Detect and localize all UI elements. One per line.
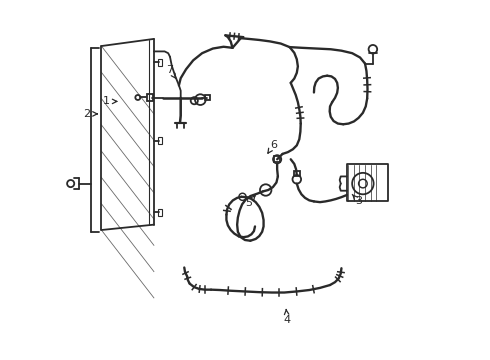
Text: 5: 5	[245, 196, 255, 208]
Bar	[294, 171, 300, 176]
Bar	[274, 157, 280, 162]
Bar	[347, 164, 388, 202]
Text: 2: 2	[84, 109, 97, 119]
Bar	[205, 95, 210, 100]
Bar	[158, 59, 162, 66]
Text: 7: 7	[167, 65, 176, 78]
Bar	[147, 94, 153, 102]
Text: 4: 4	[284, 309, 291, 325]
Bar	[158, 208, 162, 216]
Text: 3: 3	[352, 194, 362, 206]
Text: 6: 6	[268, 140, 277, 153]
Bar	[158, 137, 162, 144]
Text: 1: 1	[103, 96, 117, 107]
